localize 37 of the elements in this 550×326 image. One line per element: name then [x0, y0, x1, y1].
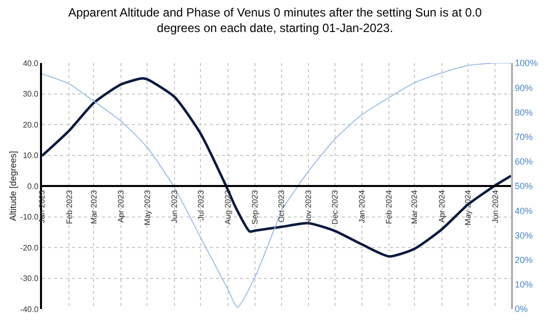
y2-tick-label: 70%: [514, 132, 533, 142]
x-tick-label: Dec 2023: [330, 190, 340, 224]
y-tick-label: 20.0: [22, 120, 39, 130]
y2-tick-label: 80%: [514, 107, 533, 118]
y2-tick-label: 0%: [514, 304, 528, 314]
x-tick-label: Feb 2024: [384, 190, 394, 224]
y-tick-label: 0.0: [27, 182, 39, 191]
y2-tick-label: 90%: [514, 82, 533, 93]
y-tick-label: -10.0: [20, 212, 39, 222]
x-tick-label: Apr 2023: [116, 190, 126, 223]
x-tick-label: Mar 2024: [410, 190, 420, 224]
x-tick-label: Jan 2023: [38, 190, 47, 224]
chart-title: Apparent Altitude and Phase of Venus 0 minutes after the setting Sun is at 0.0 degrees on each date, starting 01-Jan-2023.: [68, 5, 482, 35]
x-tick-label: Jan 2024: [358, 190, 367, 224]
y2-tick-label: 50%: [514, 181, 533, 192]
x-tick-label: Jun 2024: [490, 190, 500, 224]
y2-tick-label: 30%: [514, 230, 533, 240]
y-axis-title: Altitude [degrees]: [8, 150, 18, 222]
y-tick-label: -30.0: [20, 274, 39, 284]
y2-tick-label: 10%: [514, 280, 533, 290]
x-tick-label: May 2023: [142, 190, 152, 226]
x-tick-label: Jun 2023: [170, 190, 179, 224]
x-tick-label: Mar 2023: [89, 190, 98, 224]
y-tick-label: 40.0: [22, 58, 39, 68]
y-tick-label: -20.0: [20, 243, 39, 252]
y-tick-label: 10.0: [22, 151, 39, 160]
x-tick-label: Oct 2023: [276, 190, 286, 223]
y-tick-label: -40.0: [20, 304, 39, 314]
x-tick-label: Feb 2023: [64, 190, 74, 224]
y2-tick-label: 60%: [514, 156, 533, 167]
y2-tick-label: 100%: [514, 58, 538, 68]
x-tick-label: Sep 2023: [250, 190, 260, 224]
y2-tick-label: 20%: [514, 254, 533, 265]
y-tick-label: 30.0: [22, 90, 39, 99]
x-tick-label: Jul 2023: [196, 190, 206, 220]
x-tick-label: Apr 2024: [437, 190, 446, 223]
y2-tick-label: 40%: [514, 206, 533, 216]
